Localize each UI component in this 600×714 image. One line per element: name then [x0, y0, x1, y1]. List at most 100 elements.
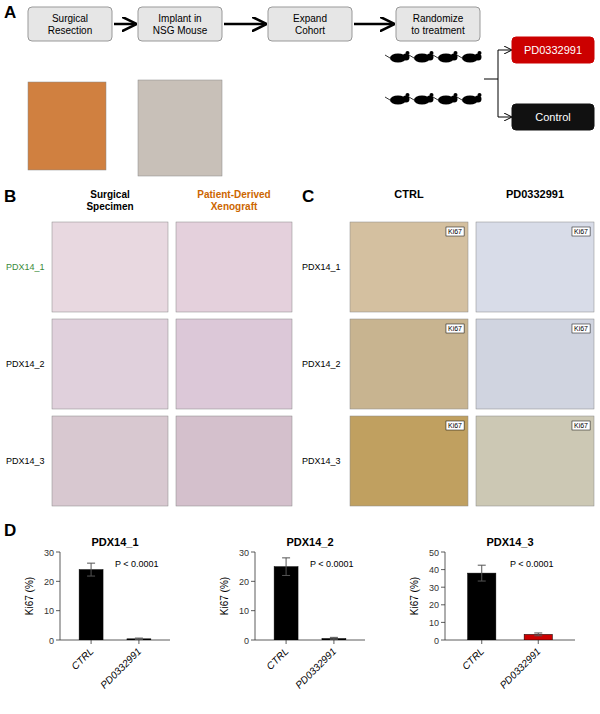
y-tick	[56, 552, 60, 553]
stain-tag: Ki67	[572, 421, 590, 430]
mouse-tail	[433, 55, 438, 58]
treatment-box	[512, 37, 594, 63]
stain-tag-text: Ki67	[448, 228, 462, 235]
y-tick	[56, 640, 60, 641]
y-tick	[251, 610, 255, 611]
p-value: P < 0.0001	[115, 559, 159, 569]
p-value: P < 0.0001	[310, 559, 354, 569]
plot-marks	[274, 558, 346, 640]
stain-tag: Ki67	[572, 324, 590, 333]
stain-tag: Ki67	[446, 421, 464, 430]
step-text: SurgicalResection	[48, 13, 92, 36]
mouse-ear	[454, 93, 458, 97]
text-line: PD0332991	[506, 188, 564, 200]
image-grid: SurgicalSpecimenPatient-DerivedXenograft…	[6, 189, 292, 506]
image-placeholder	[476, 319, 594, 409]
y-tick-label: 30	[44, 548, 54, 558]
row-label: PDX14_3	[302, 456, 341, 466]
step-arrow	[354, 23, 392, 26]
stain-tag: Ki67	[572, 227, 590, 236]
error-bar	[87, 563, 95, 576]
column-header: CTRL	[394, 188, 424, 200]
step-box	[28, 7, 112, 41]
stain-tag-text: Ki67	[574, 325, 588, 332]
x-tick-label: CTRL	[69, 646, 95, 672]
text-line: Randomize	[413, 13, 464, 24]
mouse-icon	[457, 51, 482, 63]
plot-marks	[79, 563, 151, 640]
mouse-tail	[457, 55, 462, 58]
stain-tag-box	[572, 324, 590, 333]
error-bar-stem	[481, 565, 482, 581]
y-tick	[441, 552, 445, 553]
image-placeholder	[350, 319, 468, 409]
figure: SurgicalResectionImplant inNSG MouseExpa…	[0, 0, 600, 714]
error-bar-cap	[534, 632, 542, 633]
stain-tag-text: Ki67	[574, 422, 588, 429]
y-axis-line	[60, 552, 61, 640]
error-bar	[135, 638, 143, 639]
mouse-icon	[385, 93, 410, 105]
x-tick-label: PD0332991	[498, 646, 543, 691]
y-tick-label: 50	[429, 548, 439, 558]
step-box	[396, 7, 480, 41]
image-placeholder	[476, 222, 594, 312]
step-box	[268, 7, 352, 41]
column-header: Patient-DerivedXenograft	[197, 189, 270, 212]
y-tick-label: 10	[429, 618, 439, 628]
step-text: ExpandCohort	[293, 13, 327, 36]
y-tick-label: 20	[44, 577, 54, 587]
error-bar	[478, 565, 486, 581]
bar-chart: PDX14_10102030Ki67 (%)CTRLPD0332991P < 0…	[24, 536, 170, 691]
y-tick-label: 10	[239, 606, 249, 616]
p-value: P < 0.0001	[510, 559, 554, 569]
text-line: Xenograft	[211, 201, 258, 212]
row-label: PDX14_1	[302, 262, 341, 272]
y-tick-label: 0	[49, 636, 54, 646]
text-line: Implant in	[158, 13, 201, 24]
mouse-tail	[385, 97, 390, 100]
error-bar-cap	[534, 635, 542, 636]
plot-marks	[468, 565, 553, 640]
mouse-icon	[433, 51, 458, 63]
bar-chart: PDX14_20102030Ki67 (%)CTRLPD0332991P < 0…	[219, 536, 365, 691]
stain-tag-box	[446, 227, 464, 236]
y-tick	[441, 569, 445, 570]
text-line: Patient-Derived	[197, 189, 270, 200]
bar-chart: PDX14_301020304050Ki67 (%)CTRLPD0332991P…	[409, 536, 575, 691]
x-tick-label: PD0332991	[293, 646, 338, 691]
x-axis-line	[445, 640, 575, 641]
x-tick	[481, 640, 482, 644]
image-placeholder	[350, 222, 468, 312]
y-tick-label: 40	[429, 565, 439, 575]
mouse-photo	[138, 80, 222, 176]
text-line: Resection	[48, 25, 92, 36]
chart-title: PDX14_1	[91, 536, 138, 548]
mouse-tail	[385, 55, 390, 58]
image-placeholder	[52, 319, 168, 409]
mouse-ear	[430, 51, 434, 55]
bar	[274, 567, 298, 640]
treatment-box	[512, 104, 594, 130]
error-bar-cap	[330, 639, 338, 640]
error-bar-cap	[282, 575, 290, 576]
x-tick	[286, 640, 287, 644]
error-bar-cap	[135, 639, 143, 640]
fork-line	[498, 50, 499, 117]
error-bar-cap	[135, 638, 143, 639]
image-placeholder	[476, 416, 594, 506]
tissue-photo	[28, 82, 106, 170]
mouse-tail	[409, 55, 414, 58]
error-bar-cap	[87, 576, 95, 577]
y-tick-label: 0	[434, 636, 439, 646]
bar	[79, 570, 103, 640]
step-box	[138, 7, 222, 41]
panel-label: D	[4, 521, 16, 540]
mouse-ear	[406, 51, 410, 55]
x-axis-line	[60, 640, 170, 641]
panel-label: C	[302, 187, 314, 206]
mouse-icon	[433, 93, 458, 105]
row-label: PDX14_2	[302, 359, 341, 369]
stain-tag-box	[446, 324, 464, 333]
mouse-tail	[409, 97, 414, 100]
